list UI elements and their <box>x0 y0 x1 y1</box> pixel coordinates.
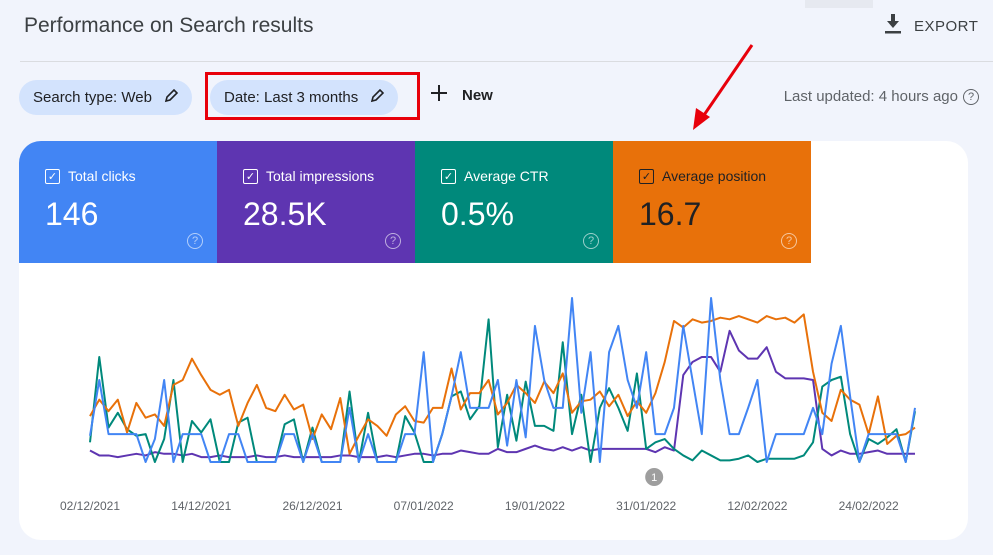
help-icon[interactable]: ? <box>187 233 203 249</box>
metric-label-row: ✓ Total clicks <box>45 168 217 184</box>
x-tick-label: 12/02/2022 <box>727 499 787 513</box>
metric-value: 16.7 <box>639 196 702 232</box>
checkbox-icon[interactable]: ✓ <box>441 168 456 184</box>
x-tick-label: 07/01/2022 <box>394 499 454 513</box>
checkbox-icon[interactable]: ✓ <box>45 168 60 184</box>
header-divider <box>20 61 993 62</box>
series-line-total-impressions <box>89 329 915 459</box>
metric-value: 146 <box>45 196 99 232</box>
help-icon[interactable]: ? <box>385 233 401 249</box>
date-label: Date: Last 3 months <box>224 89 359 106</box>
top-tab-stub <box>805 0 873 8</box>
annotation-marker[interactable]: 1 <box>645 468 664 486</box>
help-icon[interactable]: ? <box>781 233 797 249</box>
metric-tile-average-position[interactable]: ✓ Average position 16.7 ? <box>613 141 811 263</box>
metric-label: Total impressions <box>266 168 375 184</box>
page-title: Performance on Search results <box>24 14 314 37</box>
search-type-label: Search type: Web <box>33 89 152 106</box>
metric-tile-total-clicks[interactable]: ✓ Total clicks 146 ? <box>19 141 217 263</box>
date-filter-chip[interactable]: Date: Last 3 months <box>210 80 399 115</box>
metric-value: 0.5% <box>441 196 514 232</box>
new-filter-button[interactable]: New <box>430 84 493 106</box>
metric-value: 28.5K <box>243 196 327 232</box>
x-tick-label: 26/12/2021 <box>282 499 342 513</box>
x-tick-label: 14/12/2021 <box>171 499 231 513</box>
metric-label: Average CTR <box>464 168 549 184</box>
x-tick-label: 19/01/2022 <box>505 499 565 513</box>
series-line-total-clicks <box>89 297 916 463</box>
download-icon <box>884 14 902 38</box>
metric-label-row: ✓ Average CTR <box>441 168 613 184</box>
annotation-label: 1 <box>651 472 657 484</box>
metric-label-row: ✓ Total impressions <box>243 168 415 184</box>
search-type-filter-chip[interactable]: Search type: Web <box>19 80 192 115</box>
pencil-icon <box>164 88 179 107</box>
last-updated: Last updated: 4 hours ago ? <box>784 88 979 105</box>
metric-label: Average position <box>662 168 767 184</box>
checkbox-icon[interactable]: ✓ <box>639 168 654 184</box>
metric-label: Total clicks <box>68 168 136 184</box>
metric-label-row: ✓ Average position <box>639 168 811 184</box>
export-button[interactable]: EXPORT <box>884 14 978 38</box>
pencil-icon <box>370 88 385 107</box>
metric-tile-average-ctr[interactable]: ✓ Average CTR 0.5% ? <box>415 141 613 263</box>
metric-tile-total-impressions[interactable]: ✓ Total impressions 28.5K ? <box>217 141 415 263</box>
help-icon[interactable]: ? <box>963 88 979 105</box>
last-updated-text: Last updated: 4 hours ago <box>783 88 958 105</box>
series-line-average-ctr <box>89 318 916 463</box>
plus-icon <box>430 84 448 106</box>
help-icon[interactable]: ? <box>583 233 599 249</box>
new-label: New <box>462 86 493 104</box>
x-tick-label: 31/01/2022 <box>616 499 676 513</box>
highlight-box <box>205 72 420 120</box>
checkbox-icon[interactable]: ✓ <box>243 168 258 184</box>
performance-card: ✓ Total clicks 146 ? ✓ Total impressions 28… <box>19 141 968 540</box>
x-tick-label: 02/12/2021 <box>60 499 120 513</box>
export-label: EXPORT <box>914 17 979 35</box>
x-tick-label: 24/02/2022 <box>839 499 899 513</box>
performance-chart: 02/12/2021 14/12/2021 26/12/2021 07/01/2022… <box>60 297 916 513</box>
